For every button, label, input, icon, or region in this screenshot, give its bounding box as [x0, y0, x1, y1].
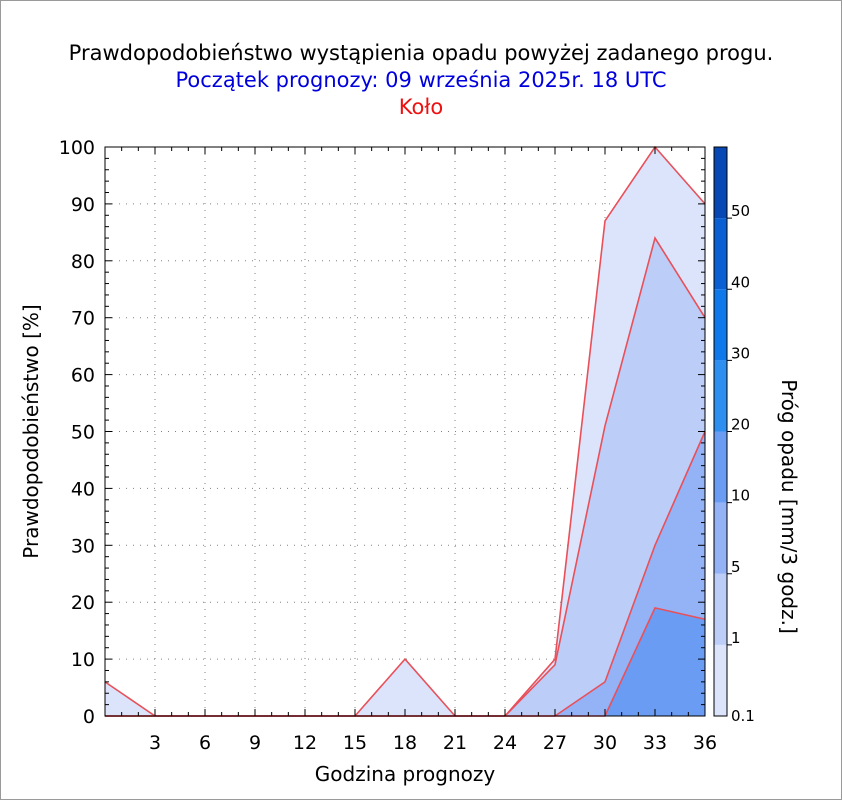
y-tick-label: 90: [71, 194, 95, 216]
colorbar-title: Próg opadu [mm/3 godz.]: [777, 379, 801, 634]
location-name: Koło: [398, 95, 444, 119]
colorbar-segment: [714, 502, 727, 574]
x-tick-label: 30: [593, 732, 617, 754]
y-tick-label: 80: [71, 251, 95, 273]
x-tick-label: 18: [393, 732, 417, 754]
x-tick-label: 3: [149, 732, 161, 754]
x-axis-label: Godzina prognozy: [315, 762, 496, 786]
y-axis-label: Prawdopodobieństwo [%]: [19, 304, 43, 558]
y-tick-label: 70: [71, 308, 95, 330]
y-tick-label: 60: [71, 365, 95, 387]
x-tick-label: 33: [643, 732, 667, 754]
y-tick-label: 0: [83, 706, 95, 728]
y-tick-label: 10: [71, 649, 95, 671]
area-threshold-10: [105, 607, 705, 716]
x-tick-label: 9: [249, 732, 261, 754]
x-tick-label: 6: [199, 732, 211, 754]
colorbar-label: 40: [731, 273, 750, 291]
colorbar-label: 30: [731, 344, 750, 362]
x-tick-label: 21: [443, 732, 467, 754]
x-tick-label: 12: [293, 732, 317, 754]
colorbar-segment: [714, 573, 727, 645]
colorbar-label: 0.1: [731, 707, 755, 725]
y-tick-label: 20: [71, 592, 95, 614]
colorbar-segment: [714, 218, 727, 290]
x-tick-label: 27: [543, 732, 567, 754]
colorbar-segment: [714, 147, 727, 219]
colorbar-label: 10: [731, 487, 750, 505]
colorbar-label: 5: [731, 558, 741, 576]
x-tick-label: 36: [693, 732, 717, 754]
forecast-start-subtitle: Początek prognozy: 09 września 2025r. 18…: [175, 68, 667, 92]
colorbar-segment: [714, 644, 727, 716]
x-tick-label: 24: [493, 732, 517, 754]
y-tick-label: 100: [59, 137, 95, 159]
colorbar-label: 20: [731, 416, 750, 434]
colorbar-segment: [714, 360, 727, 432]
y-tick-label: 30: [71, 535, 95, 557]
colorbar-label: 1: [731, 629, 741, 647]
x-tick-label: 15: [343, 732, 367, 754]
y-tick-label: 50: [71, 422, 95, 444]
colorbar-label: 50: [731, 202, 750, 220]
colorbar-segment: [714, 289, 727, 361]
y-tick-label: 40: [71, 478, 95, 500]
chart-title: Prawdopodobieństwo wystąpienia opadu pow…: [68, 41, 774, 65]
colorbar-segment: [714, 431, 727, 503]
